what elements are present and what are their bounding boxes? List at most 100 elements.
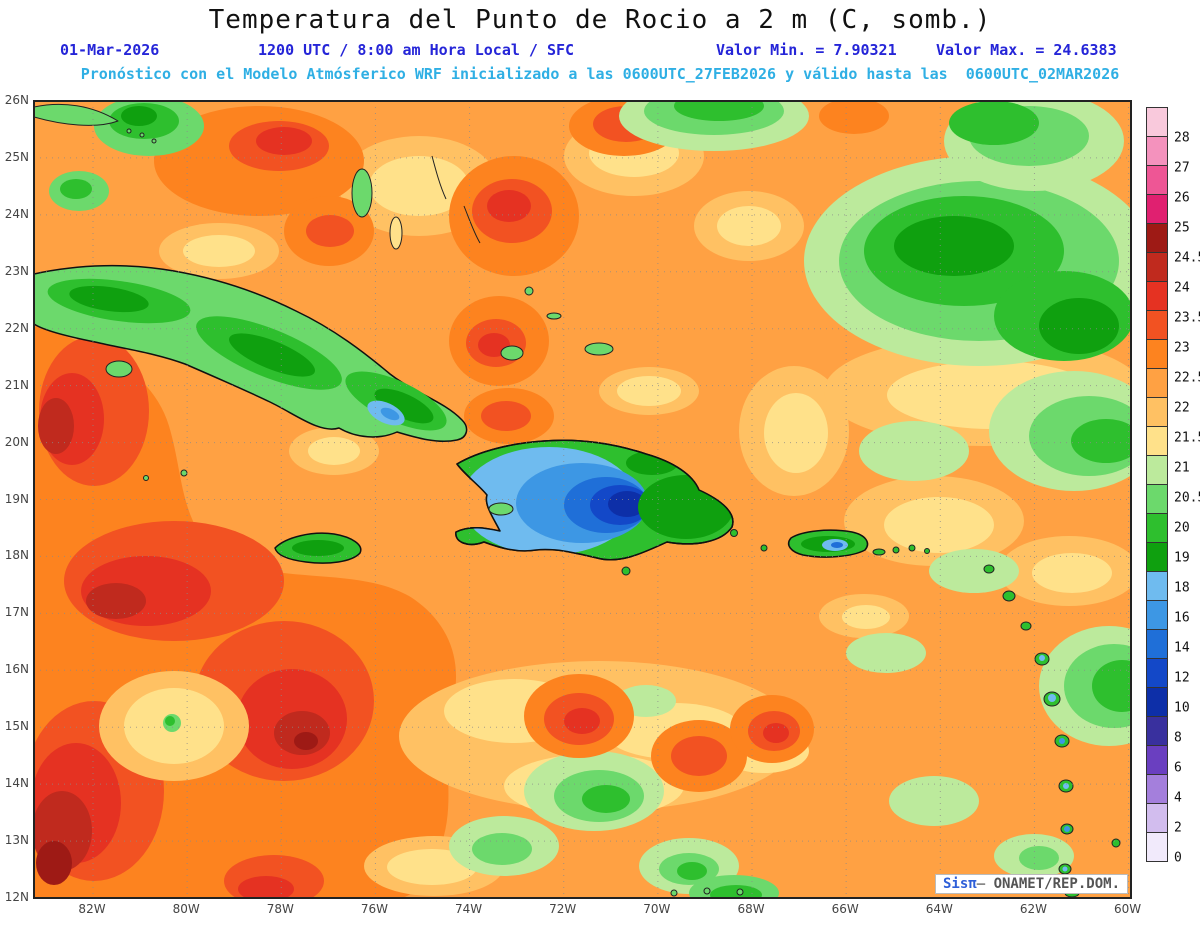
lat-label: 19N: [4, 491, 29, 506]
colorbar-swatch: [1146, 339, 1168, 369]
colorbar-label: 24: [1174, 280, 1190, 296]
lon-label: 80W: [172, 902, 200, 916]
colorbar-swatch: [1146, 426, 1168, 456]
colorbar-label: 4: [1174, 790, 1182, 806]
hispaniola-island: [455, 439, 738, 576]
colorbar-swatch: [1146, 745, 1168, 775]
colorbar-swatch: [1146, 136, 1168, 166]
lat-label: 20N: [4, 434, 29, 449]
colorbar-label: 2: [1174, 820, 1182, 836]
cuba-island: [34, 264, 468, 443]
lat-label: 21N: [4, 377, 29, 392]
watermark-org: ONAMET/REP.DOM.: [993, 876, 1120, 892]
south-green-patches: [449, 685, 779, 898]
colorbar-swatch: [1146, 165, 1168, 195]
lon-label: 64W: [925, 902, 953, 916]
colorbar-label: 20: [1174, 520, 1190, 536]
colorbar-swatch: [1146, 194, 1168, 224]
colorbar-label: 18: [1174, 580, 1190, 596]
page-title: Temperatura del Punto de Rocio a 2 m (C,…: [208, 5, 992, 35]
model-info: Pronóstico con el Modelo Atmósferico WRF…: [80, 65, 1120, 83]
lat-label: 22N: [4, 320, 29, 335]
puerto-rico-island: [760, 529, 930, 558]
northwest-green-specks: [49, 101, 204, 211]
colorbar-labels: 2827262524.52423.52322.52221.52120.52019…: [1174, 108, 1200, 890]
lon-label: 60W: [1114, 902, 1142, 916]
colorbar-swatch: [1146, 600, 1168, 630]
colorbar-label: 23.5: [1174, 310, 1200, 326]
lon-label: 62W: [1019, 902, 1048, 916]
colorbar-label: 25: [1174, 220, 1190, 236]
colorbar-swatch: [1146, 252, 1168, 282]
lat-label: 13N: [4, 833, 29, 848]
colorbar-swatch: [1146, 774, 1168, 804]
colorbar-swatch: [1146, 571, 1168, 601]
jamaica-island: [274, 532, 362, 564]
colorbar-swatch: [1146, 310, 1168, 340]
weather-map-svg: [34, 101, 1131, 898]
colorbar-swatch: [1146, 687, 1168, 717]
colorbar-label: 8: [1174, 730, 1182, 746]
colorbar-swatch: [1146, 223, 1168, 253]
map-area: Sisπ— ONAMET/REP.DOM.: [33, 100, 1132, 899]
colorbar-label: 28: [1174, 130, 1190, 146]
colorbar-swatch: [1146, 397, 1168, 427]
colorbar-swatch: [1146, 832, 1168, 862]
lat-label: 23N: [4, 263, 29, 278]
lon-label: 74W: [455, 902, 483, 916]
lat-axis: 26N 25N 24N 23N 22N 21N 20N 19N 18N 17N 16N 15N 14N 1…: [0, 93, 30, 904]
lat-label: 26N: [4, 93, 29, 107]
value-max: Valor Max. = 24.6383: [936, 41, 1117, 59]
valid-time: 1200 UTC / 8:00 am Hora Local / SFC: [258, 41, 575, 59]
colorbar-label: 24.5: [1174, 250, 1200, 266]
lat-label: 25N: [4, 149, 29, 164]
lon-label: 76W: [360, 902, 388, 916]
colorbar-label: 0: [1174, 850, 1182, 866]
colorbar-swatch: [1146, 658, 1168, 688]
lon-label: 68W: [737, 902, 765, 916]
lat-label: 24N: [4, 206, 29, 221]
colorbar-label: 22.5: [1174, 370, 1200, 386]
atlantic-green-region: [619, 101, 1131, 366]
lon-label: 72W: [549, 902, 577, 916]
watermark: Sisπ— ONAMET/REP.DOM.: [934, 874, 1128, 894]
value-min: Valor Min. = 7.90321: [716, 41, 897, 59]
colorbar-label: 22: [1174, 400, 1190, 416]
lon-label: 66W: [831, 902, 859, 916]
lon-label: 70W: [643, 902, 671, 916]
colorbar-label: 21: [1174, 460, 1190, 476]
lon-label: 78W: [266, 902, 294, 916]
lat-label: 17N: [4, 605, 29, 620]
colorbar-swatch: [1146, 107, 1168, 137]
florida-tip: [34, 103, 157, 144]
watermark-separator: —: [976, 876, 994, 892]
colorbar-label: 27: [1174, 160, 1190, 176]
colorbar-swatch: [1146, 455, 1168, 485]
colorbar-swatch: [1146, 368, 1168, 398]
colorbar-swatch: [1146, 803, 1168, 833]
lat-label: 12N: [4, 890, 29, 904]
colorbar-label: 23: [1174, 340, 1190, 356]
colorbar-swatch: [1146, 281, 1168, 311]
gridlines: [34, 101, 1131, 898]
colorbar-swatch: [1146, 716, 1168, 746]
colorbar-label: 10: [1174, 700, 1190, 716]
bahamas-islands: [351, 155, 614, 361]
lat-label: 15N: [4, 719, 29, 734]
watermark-brand: Sisπ: [942, 876, 977, 892]
colorbar-label: 16: [1174, 610, 1190, 626]
lat-label: 16N: [4, 662, 29, 677]
subtitle-row: 01-Mar-2026 1200 UTC / 8:00 am Hora Loca…: [0, 41, 1200, 61]
lon-axis: 82W 80W 78W 76W 74W 72W 70W 68W 66W 64W 62W 60W: [33, 902, 1141, 920]
colorbar-swatch: [1146, 513, 1168, 543]
colorbar-swatch: [1146, 542, 1168, 572]
colorbar-label: 21.5: [1174, 430, 1200, 446]
lat-label: 14N: [4, 776, 29, 791]
colorbar-swatch: [1146, 629, 1168, 659]
colorbar-label: 26: [1174, 190, 1190, 206]
colorbar-swatch: [1146, 484, 1168, 514]
valid-date: 01-Mar-2026: [60, 41, 160, 59]
lon-label: 82W: [78, 902, 106, 916]
contour-field: [34, 101, 1131, 898]
